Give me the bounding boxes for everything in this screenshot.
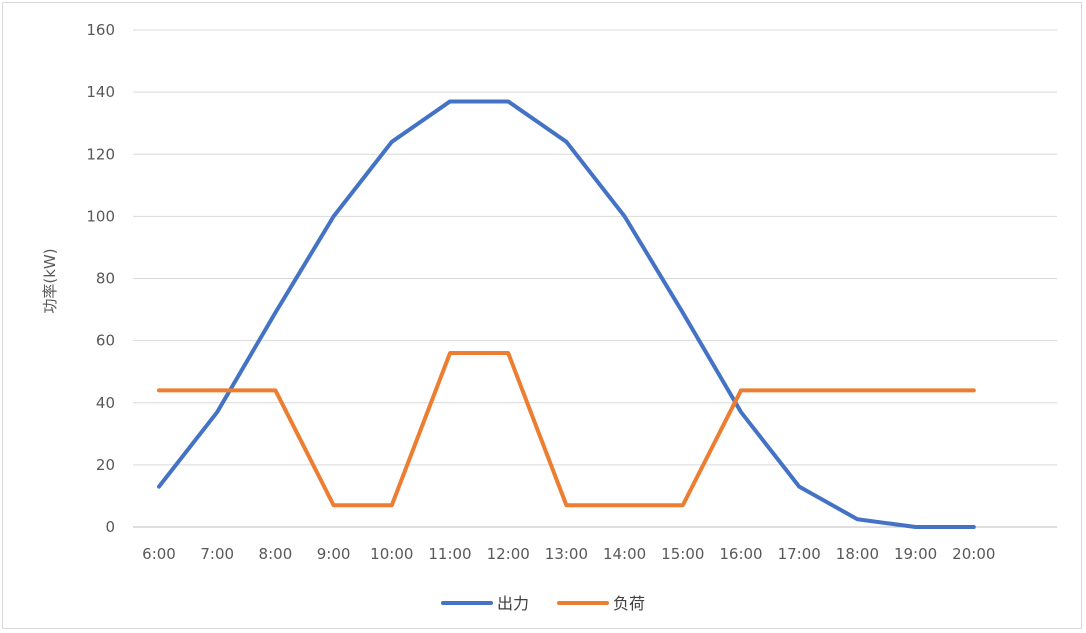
x-tick-label: 10:00 bbox=[370, 545, 413, 563]
x-tick-label: 13:00 bbox=[545, 545, 588, 563]
x-tick-label: 17:00 bbox=[778, 545, 821, 563]
y-axis-label: 功率(kW) bbox=[41, 248, 59, 313]
x-tick-label: 7:00 bbox=[200, 545, 234, 563]
series-lines bbox=[157, 99, 976, 529]
y-tick-label: 40 bbox=[96, 394, 115, 412]
legend-label-0: 出力 bbox=[497, 594, 529, 613]
x-tick-label: 20:00 bbox=[952, 545, 995, 563]
gridlines bbox=[133, 29, 1057, 528]
x-tick-label: 14:00 bbox=[603, 545, 646, 563]
y-tick-label: 140 bbox=[86, 83, 115, 101]
legend-label-1: 负荷 bbox=[613, 594, 645, 613]
y-tick-label: 100 bbox=[86, 207, 115, 225]
y-tick-label: 60 bbox=[96, 332, 115, 350]
y-tick-label: 0 bbox=[105, 518, 115, 536]
y-tick-label: 160 bbox=[86, 21, 115, 39]
y-tick-label: 20 bbox=[96, 456, 115, 474]
series-line-1 bbox=[157, 351, 976, 508]
line-chart: 0 20 40 60 80 100 120 140 160 6:00 7:00 8:00 9:00 10… bbox=[41, 21, 1057, 613]
x-tick-label: 16:00 bbox=[719, 545, 762, 563]
x-tick-label: 11:00 bbox=[428, 545, 471, 563]
y-tick-label: 80 bbox=[96, 270, 115, 288]
x-tick-label: 18:00 bbox=[836, 545, 879, 563]
x-tick-label: 8:00 bbox=[259, 545, 293, 563]
x-tick-label: 12:00 bbox=[487, 545, 530, 563]
y-axis-ticks: 0 20 40 60 80 100 120 140 160 bbox=[86, 21, 115, 536]
y-tick-label: 120 bbox=[86, 145, 115, 163]
legend: 出力 负荷 bbox=[441, 594, 645, 613]
x-axis-ticks: 6:00 7:00 8:00 9:00 10:00 11:00 12:00 13:00 14:0… bbox=[142, 545, 995, 563]
series-line-0 bbox=[157, 99, 976, 529]
x-tick-label: 6:00 bbox=[142, 545, 176, 563]
x-tick-label: 15:00 bbox=[661, 545, 704, 563]
x-tick-label: 19:00 bbox=[894, 545, 937, 563]
x-tick-label: 9:00 bbox=[317, 545, 351, 563]
